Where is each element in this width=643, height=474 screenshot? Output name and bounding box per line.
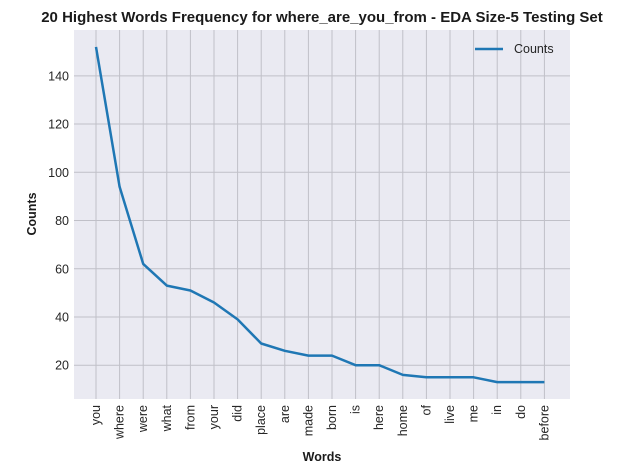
x-tick-label: are xyxy=(278,405,292,423)
legend-label-counts: Counts xyxy=(514,42,554,56)
x-tick-label: made xyxy=(301,405,315,436)
y-axis-label: Counts xyxy=(25,192,39,235)
x-tick-label: is xyxy=(349,405,363,414)
x-tick-label: live xyxy=(443,405,457,424)
x-tick-label: of xyxy=(419,404,433,415)
plot-area xyxy=(74,30,570,399)
series-line-counts xyxy=(94,46,545,384)
y-tick-label: 120 xyxy=(48,118,69,132)
y-tick-label: 140 xyxy=(48,69,69,83)
x-tick-label: place xyxy=(254,405,268,435)
y-tick-label: 100 xyxy=(48,166,69,180)
y-tick-labels: 20 40 60 80 100 120 140 xyxy=(48,69,69,372)
x-tick-label: home xyxy=(396,405,410,436)
chart-title: 20 Highest Words Frequency for where_are… xyxy=(41,9,603,26)
x-tick-label: in xyxy=(490,405,504,415)
y-tick-label: 40 xyxy=(55,311,69,325)
legend: Counts xyxy=(475,42,554,56)
grid-lines xyxy=(74,30,570,399)
x-tick-label: did xyxy=(231,405,245,422)
x-tick-label: before xyxy=(537,405,551,440)
x-tick-label: do xyxy=(514,405,528,419)
y-tick-label: 60 xyxy=(55,262,69,276)
x-tick-label: born xyxy=(325,405,339,430)
x-tick-label: your xyxy=(207,405,221,429)
x-tick-label: were xyxy=(136,405,150,433)
x-tick-label: from xyxy=(183,405,197,430)
x-tick-label: where xyxy=(113,405,127,440)
x-axis-label: Words xyxy=(303,450,342,464)
x-tick-label: you xyxy=(89,405,103,425)
x-tick-label: here xyxy=(372,405,386,430)
x-tick-label: what xyxy=(160,404,174,432)
y-tick-label: 80 xyxy=(55,214,69,228)
y-tick-label: 20 xyxy=(55,359,69,373)
x-tick-label: me xyxy=(467,405,481,422)
x-tick-labels: you where were what from your did place are made b… xyxy=(89,404,551,440)
